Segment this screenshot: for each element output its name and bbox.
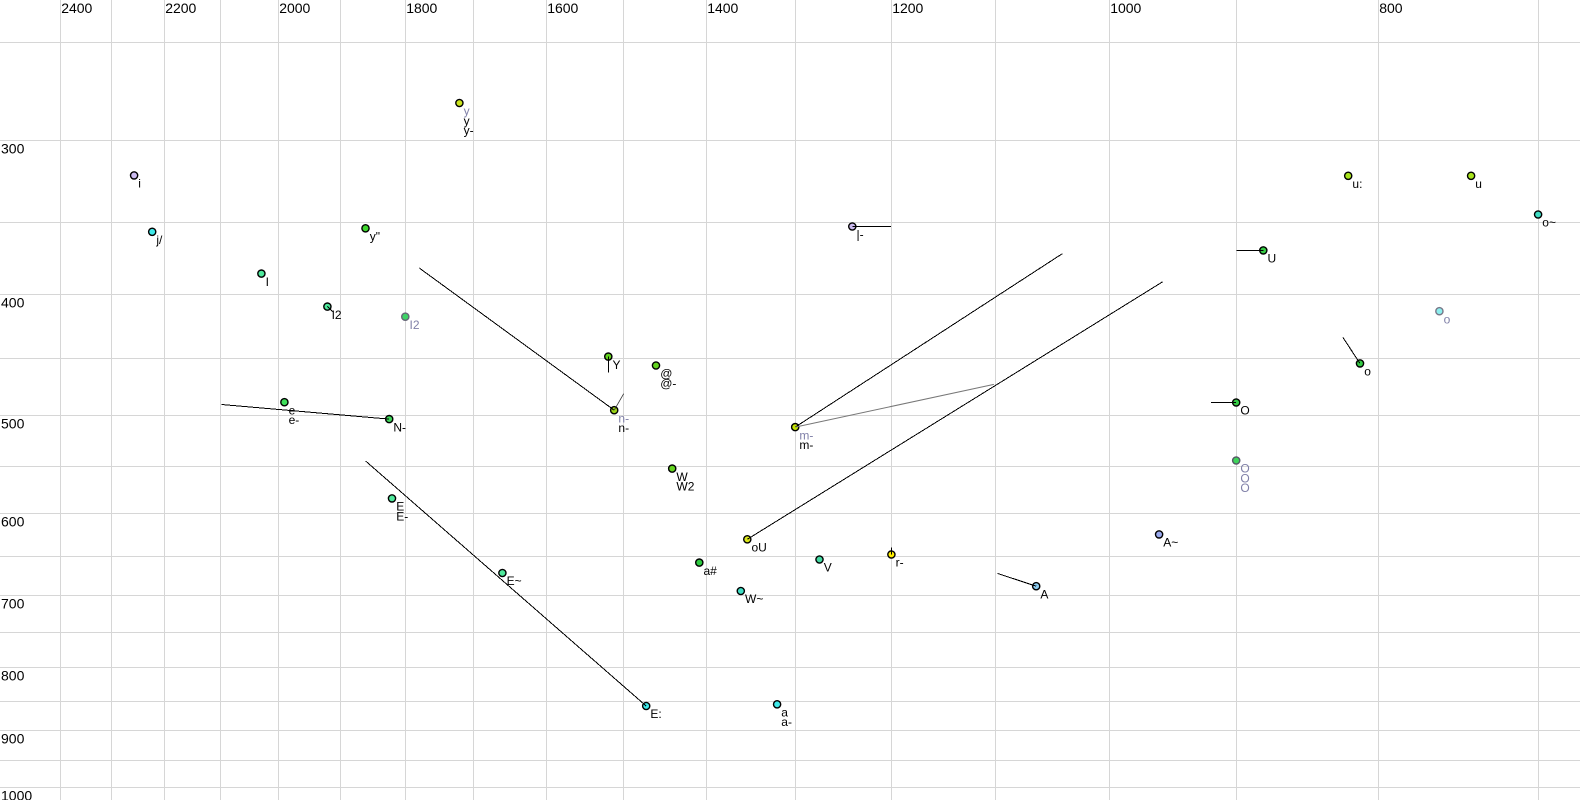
svg-text:r-: r-	[896, 556, 904, 570]
svg-text:E~: E~	[507, 574, 522, 588]
svg-text:800: 800	[1, 667, 25, 683]
svg-text:@-: @-	[660, 376, 676, 390]
svg-text:W~: W~	[745, 592, 763, 606]
svg-text:A: A	[1040, 587, 1048, 601]
svg-text:a#: a#	[704, 564, 718, 578]
svg-text:700: 700	[1, 595, 25, 611]
svg-text:O: O	[1240, 481, 1249, 495]
svg-text:800: 800	[1379, 0, 1403, 16]
svg-text:u:: u:	[1352, 177, 1362, 191]
svg-text:O: O	[1240, 404, 1249, 418]
svg-text:E:: E:	[650, 707, 661, 721]
svg-text:2200: 2200	[165, 0, 196, 16]
svg-text:1400: 1400	[707, 0, 738, 16]
svg-text:300: 300	[1, 140, 25, 156]
svg-text:E: E	[396, 500, 404, 514]
svg-text:W: W	[676, 470, 688, 484]
svg-text:a: a	[781, 706, 788, 720]
svg-text:O: O	[1240, 471, 1249, 485]
svg-text:2000: 2000	[279, 0, 310, 16]
svg-text:E-: E-	[396, 509, 408, 523]
svg-text:y": y"	[370, 230, 380, 244]
svg-text:@: @	[660, 367, 672, 381]
svg-text:o: o	[1444, 312, 1451, 326]
svg-text:|-: |-	[857, 228, 864, 242]
svg-text:I2: I2	[332, 308, 342, 322]
svg-text:A~: A~	[1163, 536, 1178, 550]
svg-text:N-: N-	[393, 420, 406, 434]
svg-text:1800: 1800	[406, 0, 437, 16]
svg-text:m-: m-	[799, 438, 813, 452]
svg-text:400: 400	[1, 294, 25, 310]
svg-text:u: u	[1475, 177, 1482, 191]
svg-text:1200: 1200	[892, 0, 923, 16]
svg-text:1000: 1000	[1, 787, 32, 800]
svg-text:a-: a-	[781, 715, 792, 729]
svg-text:I: I	[266, 275, 269, 289]
svg-text:2400: 2400	[61, 0, 92, 16]
svg-text:o~: o~	[1542, 216, 1556, 230]
svg-text:U: U	[1268, 252, 1277, 266]
svg-text:e-: e-	[289, 413, 300, 427]
svg-text:W2: W2	[676, 480, 694, 494]
svg-text:600: 600	[1, 513, 25, 529]
svg-text:500: 500	[1, 415, 25, 431]
svg-text:j/: j/	[155, 233, 163, 247]
svg-text:1000: 1000	[1110, 0, 1141, 16]
svg-text:Y: Y	[613, 358, 621, 372]
svg-text:y: y	[464, 114, 470, 128]
svg-text:y-: y-	[464, 124, 474, 138]
svg-text:oU: oU	[752, 541, 767, 555]
svg-text:o: o	[1364, 365, 1371, 379]
svg-text:V: V	[824, 561, 832, 575]
svg-text:O: O	[1240, 462, 1249, 476]
svg-text:900: 900	[1, 730, 25, 746]
svg-text:i: i	[138, 177, 141, 191]
svg-text:y: y	[464, 104, 470, 118]
svg-text:I2: I2	[410, 318, 420, 332]
svg-text:n-: n-	[618, 421, 629, 435]
svg-text:m-: m-	[799, 428, 813, 442]
svg-text:n-: n-	[618, 411, 629, 425]
svg-text:1600: 1600	[547, 0, 578, 16]
